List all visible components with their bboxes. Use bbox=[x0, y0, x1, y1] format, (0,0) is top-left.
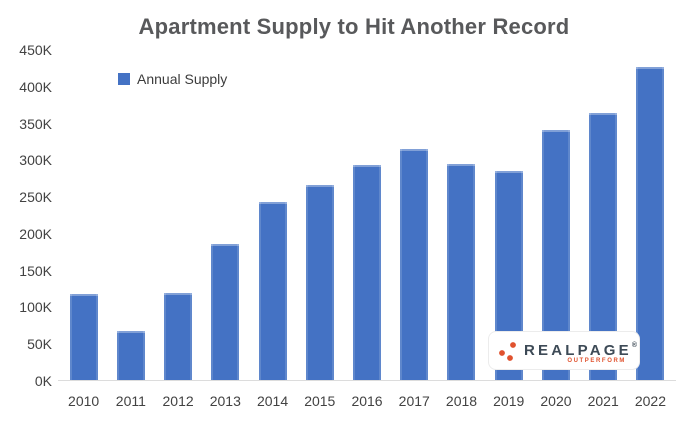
y-axis-label: 300K bbox=[19, 152, 52, 169]
bar-slot bbox=[391, 50, 438, 381]
y-axis-label: 50K bbox=[27, 336, 52, 353]
bar-slot bbox=[107, 50, 154, 381]
x-axis-label: 2012 bbox=[162, 393, 194, 409]
legend: Annual Supply bbox=[118, 71, 227, 87]
x-axis-label: 2021 bbox=[587, 393, 619, 409]
x-axis-label: 2020 bbox=[540, 393, 572, 409]
bar-2010 bbox=[69, 294, 98, 381]
y-axis-label: 400K bbox=[19, 78, 52, 95]
bar-slot bbox=[202, 50, 249, 381]
realpage-trademark-icon: ® bbox=[631, 342, 638, 349]
y-axis-label: 450K bbox=[19, 42, 52, 58]
bar-2011 bbox=[116, 330, 145, 381]
realpage-brand: REALPAGE® bbox=[524, 342, 638, 359]
bar-slot bbox=[627, 50, 674, 381]
realpage-dots-icon bbox=[499, 341, 516, 361]
y-axis-label: 200K bbox=[19, 225, 52, 242]
chart-title: Apartment Supply to Hit Another Record bbox=[138, 14, 570, 39]
bar-2017 bbox=[400, 149, 429, 381]
legend-swatch bbox=[118, 73, 130, 85]
x-axis-label: 2014 bbox=[256, 393, 289, 409]
x-axis-label: 2013 bbox=[209, 393, 241, 409]
x-axis-label: 2011 bbox=[115, 393, 146, 409]
x-axis-label: 2017 bbox=[398, 393, 430, 409]
bar-2012 bbox=[164, 292, 193, 381]
bar-2022 bbox=[636, 66, 665, 381]
realpage-logo: REALPAGE® OUTPERFORM bbox=[488, 331, 640, 370]
y-axis-label: 100K bbox=[19, 299, 52, 316]
x-axis-label: 2015 bbox=[304, 393, 336, 409]
bar-2016 bbox=[353, 164, 382, 381]
plot-area bbox=[60, 50, 674, 381]
x-axis-baseline bbox=[58, 380, 676, 381]
bar-2015 bbox=[305, 185, 334, 381]
bar-slot bbox=[343, 50, 390, 381]
bar-2014 bbox=[258, 201, 287, 381]
bar-slot bbox=[296, 50, 343, 381]
legend-label: Annual Supply bbox=[137, 71, 228, 87]
x-axis: 2010 2011 2012 2013 2014 2015 2016 2017 2018 2019… bbox=[60, 393, 674, 409]
y-axis-label: 250K bbox=[19, 189, 52, 206]
realpage-tagline: OUTPERFORM bbox=[567, 358, 626, 364]
bar-slot bbox=[60, 50, 107, 381]
bar-slot bbox=[438, 50, 485, 381]
y-axis-label: 150K bbox=[19, 262, 52, 279]
x-axis-label: 2022 bbox=[634, 393, 666, 409]
x-axis-label: 2019 bbox=[493, 393, 525, 409]
bar-2018 bbox=[447, 164, 476, 381]
bar-slot bbox=[154, 50, 201, 381]
y-axis-label: 350K bbox=[19, 115, 52, 132]
bar-2013 bbox=[211, 244, 240, 381]
bar-slot bbox=[249, 50, 296, 381]
y-axis-label: 0K bbox=[34, 373, 52, 389]
x-axis-label: 2010 bbox=[68, 393, 100, 409]
x-axis-label: 2018 bbox=[445, 393, 478, 409]
x-axis-label: 2016 bbox=[351, 393, 383, 409]
